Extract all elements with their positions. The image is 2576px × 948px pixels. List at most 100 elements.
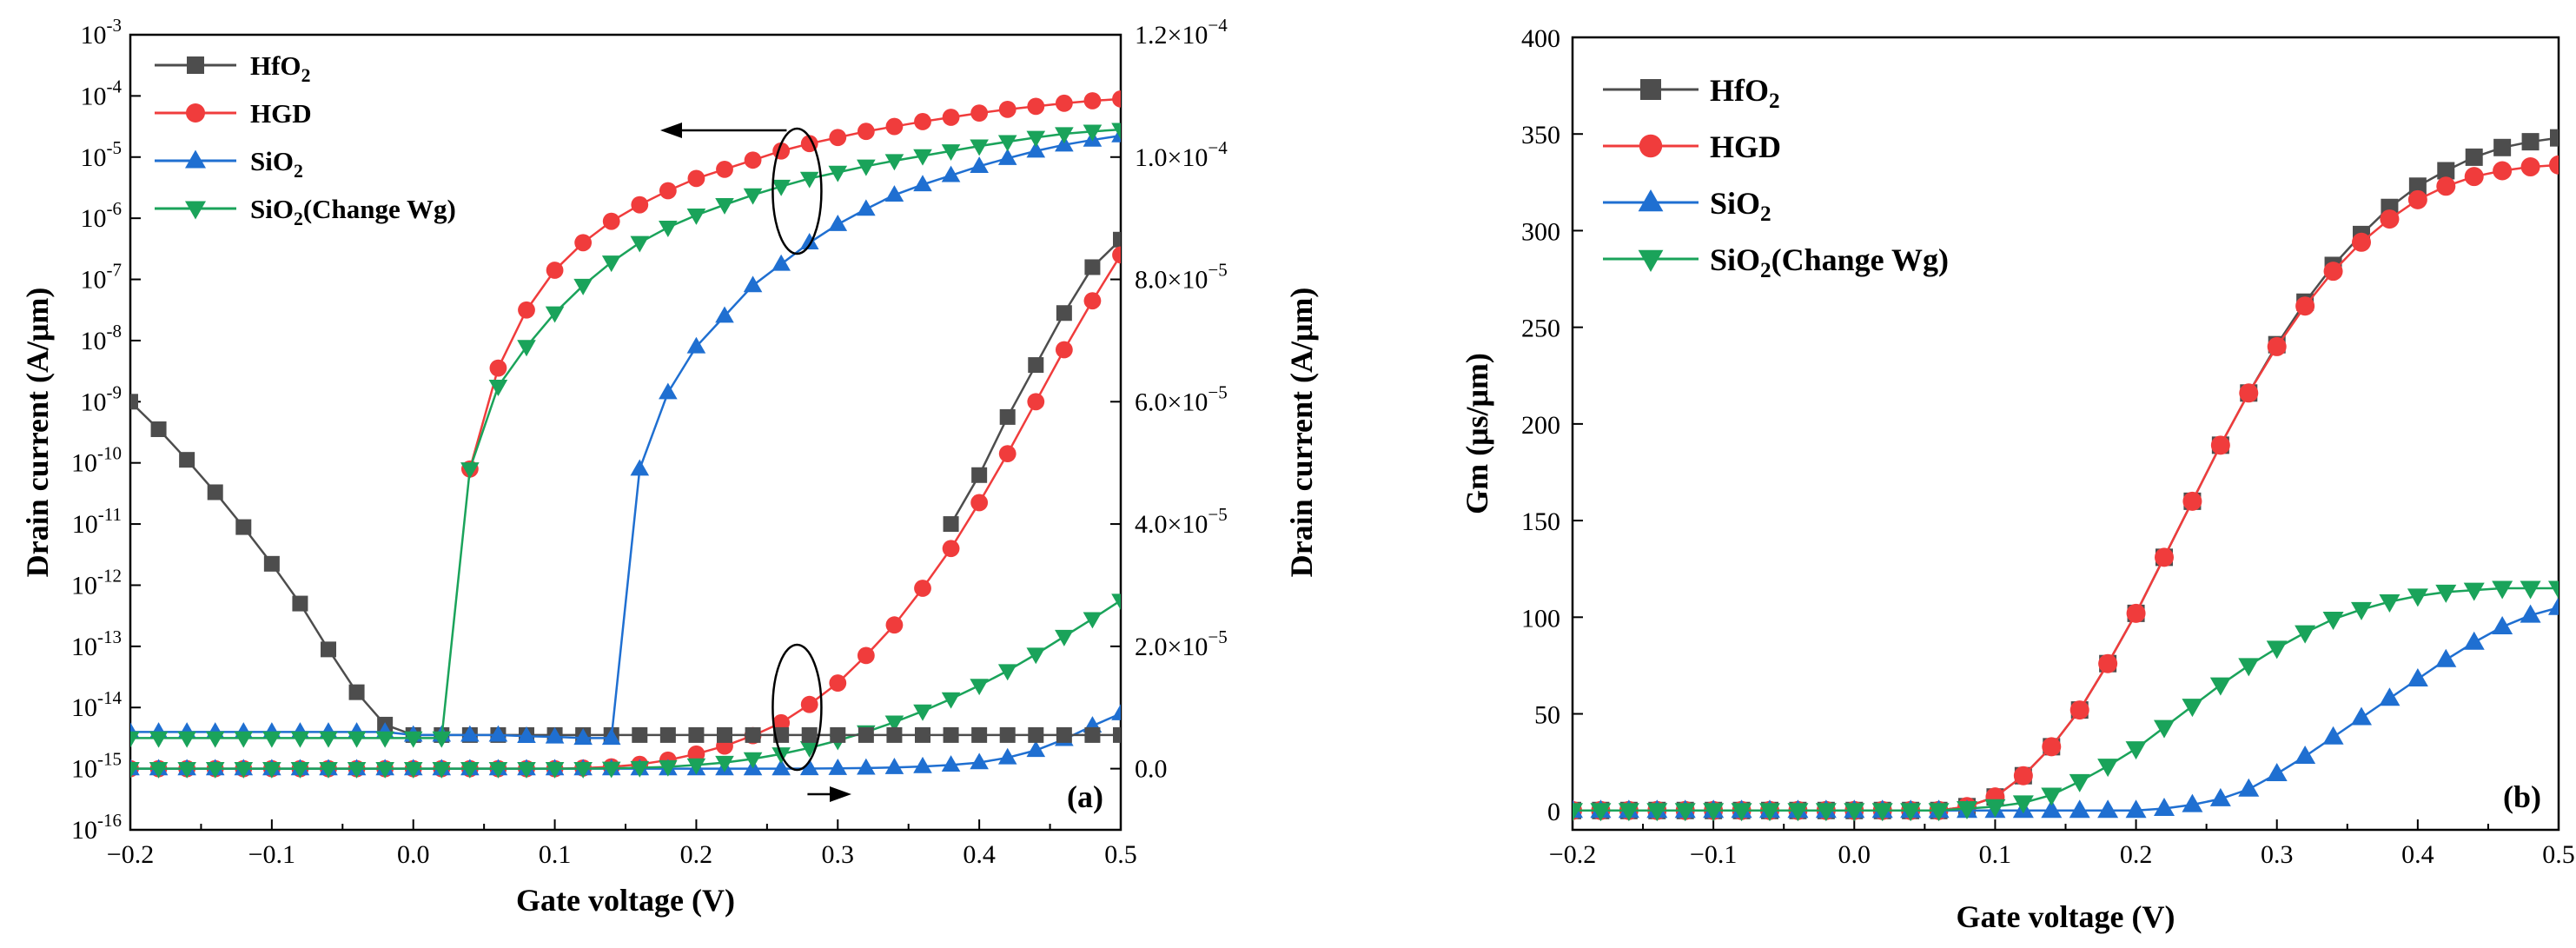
- panel-a-log-series-0-point: [971, 726, 988, 743]
- panel-a-linear-series-3-point: [715, 755, 734, 772]
- panel-a-log-series-2-point: [659, 382, 678, 400]
- panel-a-linear-series-3-point: [799, 741, 819, 758]
- panel-a-y-left-tick-label: 10-14: [71, 687, 122, 722]
- panel-a-linear-series-0-point: [999, 408, 1016, 425]
- panel-b-series-2-point: [2238, 778, 2260, 797]
- panel-a-x-axis-title: Gate voltage (V): [516, 883, 735, 918]
- panel-b-plot-area: [1573, 129, 2559, 822]
- panel-a-linear-series-2-point: [771, 759, 791, 776]
- panel-a-log-series-0-point: [207, 484, 223, 501]
- panel-a-x-tick-label: −0.2: [107, 840, 154, 869]
- panel-b-y-axis-title: Gm (μs/μm): [1460, 353, 1494, 514]
- panel-b-legend-marker: [1640, 79, 1661, 100]
- panel-b-x-tick-label: 0.5: [2542, 840, 2575, 869]
- panel-b-series-3-point: [1844, 803, 1865, 822]
- panel-b-series-1-point: [2323, 262, 2343, 282]
- panel-b-series-2-point: [2548, 596, 2559, 615]
- panel-b-series-3-point: [1573, 803, 1583, 822]
- panel-b-series-2-point: [2182, 793, 2203, 812]
- panel-a-lower-ellipse: [771, 643, 823, 772]
- panel-a-log-series-3-point: [601, 255, 621, 273]
- panel-b-series-1-point: [2042, 737, 2062, 757]
- panel-a-log-series-1-point: [546, 262, 564, 279]
- panel-a-log-series-2-point: [771, 254, 791, 271]
- panel-a-y-left-tick-label: 10-10: [71, 443, 122, 478]
- panel-b-series-0-point: [2521, 133, 2540, 151]
- panel-a-linear-series-1-point: [885, 616, 904, 634]
- panel-a-log-series-2-point: [715, 306, 734, 323]
- panel-b-y-tick-label: 100: [1521, 604, 1560, 633]
- panel-a-log-series-2-point: [1026, 141, 1046, 158]
- panel-a-y-right-tick-label: 2.0×10−5: [1135, 626, 1228, 661]
- panel-b-series-3-point: [1731, 803, 1752, 822]
- panel-b-series-3-point: [2238, 658, 2260, 677]
- panel-a-linear-series-3-point: [177, 761, 196, 779]
- panel-a-log-series-3-point: [262, 731, 281, 748]
- panel-b-y-tick-label: 0: [1547, 798, 1560, 826]
- panel-b-series-2-point: [2295, 745, 2316, 764]
- panel-b-series-3-point: [2041, 787, 2063, 806]
- panel-b-series-3-point: [1674, 803, 1696, 822]
- panel-a-y-left-tick-label: 10-11: [72, 504, 122, 539]
- panel-a-y-left-tick-label: 10-4: [81, 76, 123, 110]
- panel-b-series-1-point: [2493, 161, 2513, 181]
- panel-a-linear-series-2-point: [828, 759, 848, 775]
- panel-a-log-series-3-point: [715, 198, 734, 215]
- panel-a-log-series-3-point: [545, 306, 565, 323]
- panel-a-y-left-tick-label: 10-7: [81, 260, 123, 295]
- panel-a-y-left-tick-label: 10-13: [71, 626, 122, 661]
- panel-b-y-tick-label: 400: [1521, 24, 1560, 53]
- panel-a-linear-series-3-point: [970, 679, 989, 696]
- panel-a-linear-series-2-point: [799, 759, 819, 776]
- panel-a-linear-series-3-point: [743, 752, 763, 769]
- panel-b-series-2-point: [2154, 798, 2175, 817]
- panel-b-series-3-point: [1957, 801, 1977, 820]
- panel-b-series-3-point: [1871, 803, 1893, 822]
- panel-b-series-3-point: [2435, 584, 2457, 603]
- panel-a-log-series-1-point: [659, 182, 677, 200]
- panel-a-y-left-tick-label: 10-8: [81, 321, 123, 355]
- panel-a-log-series-0-point: [321, 641, 336, 658]
- panel-b-series-3-point: [2295, 625, 2316, 644]
- panel-b-series-0-line: [1573, 136, 2559, 812]
- panel-b-series-2-point: [2520, 604, 2541, 623]
- panel-a-log-series-3-point: [1055, 127, 1074, 144]
- panel-b-series-2-line: [1573, 606, 2559, 812]
- panel-a-linear-series-3-point: [1111, 593, 1121, 611]
- panel-b-series-2-point: [2069, 799, 2090, 819]
- panel-a-log-series-2-point: [545, 726, 565, 744]
- panel-a-y-left-tick-label: 10-3: [81, 15, 123, 50]
- panel-a-linear-series-1-point: [1112, 246, 1121, 264]
- panel-a-linear-series-3-point: [686, 758, 706, 775]
- panel-a-y-right-tick-label: 6.0×10−5: [1135, 381, 1228, 416]
- panel-a-log-series-0-point: [915, 726, 930, 743]
- panel-a-log-series-1-point: [1027, 97, 1045, 116]
- panel-b-series-3-point: [2351, 601, 2372, 620]
- panel-b-series-3-point: [1984, 799, 2006, 818]
- panel-a-linear-series-0-point: [971, 467, 988, 483]
- panel-a-y-left-tick-label: 10-5: [81, 137, 123, 172]
- panel-a-log-series-2-point: [941, 165, 961, 182]
- panel-a-linear-series-3-point: [347, 761, 367, 779]
- panel-a-log-series-3-point: [1083, 124, 1103, 142]
- panel-a-legend-label: SiO2: [250, 146, 303, 182]
- panel-a-linear-series-1-point: [857, 646, 875, 665]
- panel-b-series-3-point: [2492, 580, 2513, 600]
- panel-b-series-3-point: [1928, 803, 1950, 822]
- panel-a-log-series-1-point: [1055, 94, 1073, 112]
- panel-a-arrow-right-head: [830, 786, 851, 802]
- panel-b-label: (b): [2503, 779, 2541, 814]
- panel-b-series-3-point: [2012, 795, 2034, 814]
- panel-b-series-0-point: [2465, 148, 2483, 166]
- panel-b-legend-label: HGD: [1710, 129, 1781, 164]
- panel-a-x-tick-label: 0.4: [963, 840, 996, 869]
- panel-a-y-right-tick-label: 4.0×10−5: [1135, 504, 1228, 539]
- panel-b-x-axis-title: Gate voltage (V): [1957, 899, 2175, 934]
- panel-a-log-series-2-point: [601, 728, 621, 746]
- panel-b-series-1-point: [2436, 176, 2456, 196]
- panel-b-series-1-point: [2520, 157, 2540, 177]
- panel-b-series-3-line: [1573, 587, 2559, 812]
- panel-a-plot-area: [130, 90, 1121, 779]
- panel-b-x-tick-label: 0.4: [2401, 840, 2434, 869]
- panel-b-series-3-point: [1646, 803, 1668, 822]
